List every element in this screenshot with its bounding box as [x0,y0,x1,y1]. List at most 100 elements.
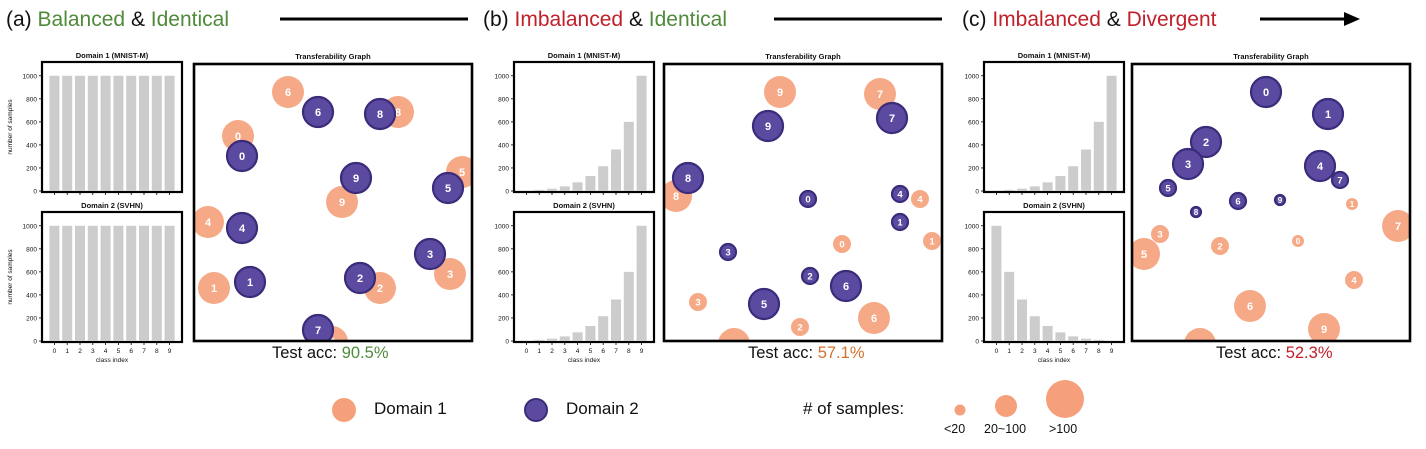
svg-text:0: 0 [1263,87,1269,99]
panel-c-hist1: Domain 1 (MNIST-M) 0 200 400 600 800 1000 [965,51,1126,196]
panel-a-hist2-ytick-label: 0 [33,339,37,346]
panel-c-hist1-bar [1081,149,1091,191]
svg-text:8: 8 [673,191,679,203]
panel-b-acc-label: Test acc: [748,344,814,362]
svg-text:1: 1 [247,277,253,289]
svg-text:1: 1 [211,283,217,295]
panel-c-hist1-ytick-label: 200 [968,165,979,172]
panel-c-hist2-xtick-label: 4 [1046,348,1050,355]
panel-c-title: (c) Imbalanced & Divergent [962,8,1217,32]
panel-a-hist2-ytick-label: 600 [26,269,37,276]
svg-text:1: 1 [1350,200,1355,209]
panel-a-hist2-bar [62,225,73,341]
svg-text:9: 9 [765,121,771,133]
svg-text:7: 7 [889,113,895,125]
panel-c-hist1-bar [1029,186,1040,191]
legend-size-medium-label: 20~100 [984,422,1027,436]
panel-c-hist2-bar [1093,339,1104,341]
svg-text:3: 3 [447,269,453,281]
panel-c-hist2-bar [1029,316,1040,341]
panel-a-graph-node-d2-6: 6 [301,95,335,129]
panel-c-hist1-ytick-label: 800 [968,96,979,103]
svg-text:6: 6 [843,281,849,293]
panel-c-hist1-bar [1055,176,1066,191]
panel-a-hist2-ytick-label: 400 [26,292,37,299]
panel-b-hist2-xtick-label: 6 [601,348,605,355]
panel-a-amp: & [130,8,145,31]
panel-b: (b) Imbalanced & Identical Domain 1 (MNI… [478,0,954,449]
svg-text:7: 7 [1337,175,1342,186]
panel-c-hist1-title: Domain 1 (MNIST-M) [1018,51,1091,60]
legend-samples-title: # of samples: [803,399,905,418]
panel-c-hist2-xtick-label: 3 [1033,348,1037,355]
panel-a-hist2-ytick-label: 800 [26,246,37,253]
panel-b-hist2-bar [534,339,545,341]
svg-text:2: 2 [377,283,383,295]
panel-c-arrow [1260,12,1360,26]
panel-b-hist2-ytick-label: 1000 [495,223,510,230]
panel-b-graph-node-d2-4: 4 [890,184,910,204]
panel-c-hist2-xtick-label: 0 [995,348,999,355]
panel-b-hist1-bar [611,149,621,191]
panel-a-hist2-ytick-label: 200 [26,315,37,322]
panel-b-hist2-xtick-label: 0 [525,348,529,355]
panel-a-hist2-ytick-label: 1000 [23,223,38,230]
svg-text:0: 0 [1296,237,1301,246]
svg-text:9: 9 [1278,196,1283,205]
legend-size-small-label: <20 [944,422,966,436]
panel-b-word2: Identical [648,8,728,31]
panel-b-hist2-bar [585,326,596,341]
panel-c-hist1-bar [991,190,1002,192]
panel-a-hist1-ytick-label: 800 [26,96,37,103]
panel-c-hist2-bar [1017,299,1027,341]
panel-b-graph-node-d1-4: 4 [911,190,929,208]
panel-b-hist2-ytick-label: 400 [498,292,509,299]
svg-text:7: 7 [329,337,335,343]
panel-c: (c) Imbalanced & Divergent Domain 1 (MNI… [956,0,1426,449]
panel-b-hist2-xtick-label: 8 [627,348,631,355]
panel-c-hist2-xtick-label: 2 [1020,348,1024,355]
svg-text:0: 0 [239,151,245,163]
panel-c-graph-node-d2-3: 3 [1171,147,1205,181]
panel-a-hist1-bar [75,75,85,191]
legend-domain1-label: Domain 1 [374,399,447,418]
panel-b-hist1-bar [636,75,647,191]
panel-b-graph-node-d1-2: 2 [791,318,809,336]
svg-text:1: 1 [897,217,903,228]
panel-a-hist2-xtick-label: 0 [53,348,57,355]
panel-a-hist2-xtick-label: 9 [168,348,172,355]
svg-text:9: 9 [777,87,783,99]
panel-a-hist1-bar [164,75,175,191]
panel-a-word1: Balanced [37,8,126,31]
panel-a-hist2-bar [87,225,98,341]
panel-a-title: (a) Balanced & Identical [6,8,229,32]
panel-c-graph-node-d1-6: 6 [1234,290,1266,322]
legend-size-large-label: >100 [1049,422,1078,436]
panel-c-hist2-ytick-label: 600 [968,269,979,276]
panel-b-hist2-bar [572,332,583,341]
panel-a-acc: Test acc: 90.5% [272,344,389,363]
panel-c-hist1-bar [1042,182,1053,191]
panel-c-hist1-ytick-label: 0 [975,189,979,196]
panel-c-graph-title: Transferability Graph [1233,52,1309,61]
panel-a-hist2-bar [113,225,124,341]
panel-b-hist1-ytick-label: 400 [498,142,509,149]
panel-a-hist2-bar [151,225,162,341]
panel-c-hist1-bar [1106,75,1117,191]
panel-c-graph-node-d1-4: 4 [1345,271,1363,289]
panel-b-hist2-bar [559,336,570,341]
panel-c-graph-node-d1-1: 1 [1346,198,1358,210]
svg-text:7: 7 [315,325,321,337]
panel-a-hist2-bar [139,225,149,341]
panel-a-graph-node-d2-3: 3 [413,237,447,271]
panel-c-hist2-xtick-label: 8 [1097,348,1101,355]
panel-a-graph-node-d1-6: 6 [272,76,304,108]
svg-text:4: 4 [917,194,923,205]
panel-c-hist2-xtick-label: 7 [1084,348,1088,355]
panel-b-hist2-xtick-label: 3 [563,348,567,355]
panel-a-hist2-ylabel: number of samples [7,249,14,305]
panel-a-graph-node-d2-0: 0 [225,139,259,173]
panel-b-label: (b) [483,8,509,31]
panel-b-hist1-bar [534,189,545,191]
